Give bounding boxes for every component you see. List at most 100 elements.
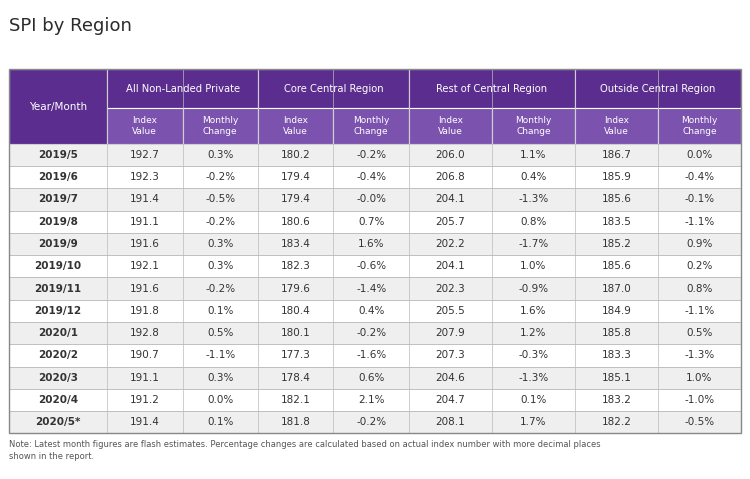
Text: 204.6: 204.6 — [436, 373, 465, 383]
Text: 0.3%: 0.3% — [207, 373, 233, 383]
Text: 1.0%: 1.0% — [520, 262, 547, 271]
Bar — [9, 255, 741, 277]
Text: 207.3: 207.3 — [436, 351, 465, 361]
Text: Monthly
Change: Monthly Change — [515, 116, 552, 136]
Text: 0.4%: 0.4% — [358, 306, 385, 316]
Text: -0.1%: -0.1% — [685, 194, 715, 205]
Text: -1.0%: -1.0% — [685, 395, 715, 405]
Text: 204.7: 204.7 — [436, 395, 465, 405]
Bar — [409, 69, 575, 108]
Text: 0.6%: 0.6% — [358, 373, 385, 383]
Text: Index
Value: Index Value — [132, 116, 158, 136]
Bar — [107, 108, 182, 144]
Text: 0.3%: 0.3% — [207, 150, 233, 160]
Text: 180.6: 180.6 — [281, 217, 310, 227]
Text: 191.2: 191.2 — [130, 395, 160, 405]
Text: 1.0%: 1.0% — [686, 373, 712, 383]
Text: Monthly
Change: Monthly Change — [353, 116, 389, 136]
Text: 177.3: 177.3 — [280, 351, 310, 361]
Text: -1.1%: -1.1% — [684, 217, 715, 227]
Text: -0.2%: -0.2% — [206, 217, 236, 227]
Bar — [9, 344, 741, 366]
Text: 206.8: 206.8 — [436, 172, 465, 182]
Text: 185.1: 185.1 — [602, 373, 632, 383]
Text: 190.7: 190.7 — [130, 351, 160, 361]
Text: 0.1%: 0.1% — [207, 306, 233, 316]
Text: 2019/5: 2019/5 — [38, 150, 78, 160]
Text: 0.2%: 0.2% — [686, 262, 712, 271]
Text: 192.8: 192.8 — [130, 328, 160, 338]
Text: 205.5: 205.5 — [436, 306, 465, 316]
Text: 0.0%: 0.0% — [207, 395, 233, 405]
Text: 2019/9: 2019/9 — [38, 239, 78, 249]
Text: -1.4%: -1.4% — [356, 284, 386, 294]
Text: 183.3: 183.3 — [602, 351, 632, 361]
Text: Outside Central Region: Outside Central Region — [600, 84, 716, 93]
Text: 182.2: 182.2 — [602, 417, 632, 427]
Bar — [575, 69, 741, 108]
Text: 191.1: 191.1 — [130, 373, 160, 383]
Text: -1.6%: -1.6% — [356, 351, 386, 361]
Text: 2019/10: 2019/10 — [34, 262, 82, 271]
Text: -1.3%: -1.3% — [684, 351, 715, 361]
Text: 183.4: 183.4 — [280, 239, 310, 249]
Text: Year/Month: Year/Month — [29, 102, 87, 112]
Bar — [409, 108, 492, 144]
Text: 2019/6: 2019/6 — [38, 172, 78, 182]
Text: 207.9: 207.9 — [436, 328, 465, 338]
Text: 178.4: 178.4 — [280, 373, 310, 383]
Text: 180.2: 180.2 — [281, 150, 310, 160]
Text: 2020/1: 2020/1 — [38, 328, 78, 338]
Text: 204.1: 204.1 — [436, 262, 465, 271]
Bar — [334, 108, 409, 144]
Text: 208.1: 208.1 — [436, 417, 465, 427]
Text: 179.4: 179.4 — [280, 172, 310, 182]
Text: 2019/11: 2019/11 — [34, 284, 82, 294]
Text: -0.2%: -0.2% — [356, 150, 386, 160]
Text: -0.5%: -0.5% — [206, 194, 236, 205]
Text: 182.3: 182.3 — [280, 262, 310, 271]
Text: 182.1: 182.1 — [280, 395, 310, 405]
Text: 202.2: 202.2 — [436, 239, 465, 249]
Text: 0.4%: 0.4% — [520, 172, 547, 182]
Bar — [182, 108, 258, 144]
Text: 0.5%: 0.5% — [207, 328, 233, 338]
Text: Index
Value: Index Value — [438, 116, 463, 136]
Text: 181.8: 181.8 — [280, 417, 310, 427]
Text: All Non-Landed Private: All Non-Landed Private — [125, 84, 240, 93]
Bar — [9, 166, 741, 188]
Bar — [9, 411, 741, 433]
Text: 2.1%: 2.1% — [358, 395, 385, 405]
Text: 2019/7: 2019/7 — [38, 194, 78, 205]
Text: -1.1%: -1.1% — [684, 306, 715, 316]
Text: 0.8%: 0.8% — [520, 217, 547, 227]
Text: -1.3%: -1.3% — [518, 373, 548, 383]
Text: 2019/12: 2019/12 — [34, 306, 82, 316]
Text: 0.9%: 0.9% — [686, 239, 712, 249]
Text: -0.3%: -0.3% — [518, 351, 548, 361]
Text: 191.4: 191.4 — [130, 417, 160, 427]
Text: 185.8: 185.8 — [602, 328, 632, 338]
Text: 1.7%: 1.7% — [520, 417, 547, 427]
Bar — [9, 188, 741, 211]
Text: 192.3: 192.3 — [130, 172, 160, 182]
Text: -0.6%: -0.6% — [356, 262, 386, 271]
Text: -0.5%: -0.5% — [685, 417, 715, 427]
Text: 191.1: 191.1 — [130, 217, 160, 227]
Text: Monthly
Change: Monthly Change — [202, 116, 238, 136]
Text: 185.2: 185.2 — [602, 239, 632, 249]
Text: 185.9: 185.9 — [602, 172, 632, 182]
Bar — [107, 69, 258, 108]
Text: -1.1%: -1.1% — [206, 351, 236, 361]
Text: 179.6: 179.6 — [280, 284, 310, 294]
Bar — [9, 389, 741, 411]
Text: 0.1%: 0.1% — [207, 417, 233, 427]
Text: 2020/5*: 2020/5* — [35, 417, 81, 427]
Text: 183.2: 183.2 — [602, 395, 632, 405]
Text: 191.6: 191.6 — [130, 284, 160, 294]
Text: 1.6%: 1.6% — [358, 239, 385, 249]
Text: 2020/3: 2020/3 — [38, 373, 78, 383]
Bar — [658, 108, 741, 144]
Text: 0.3%: 0.3% — [207, 239, 233, 249]
Text: 0.0%: 0.0% — [686, 150, 712, 160]
